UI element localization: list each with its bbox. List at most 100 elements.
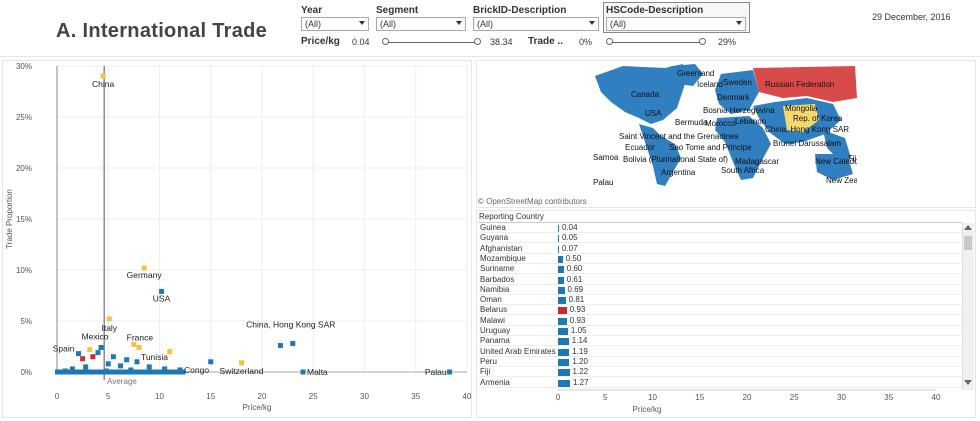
price-value: 1.19 xyxy=(572,346,588,356)
trade-slider-max-handle[interactable] xyxy=(699,38,706,45)
price-value: 0.05 xyxy=(562,233,578,243)
price-bar xyxy=(558,369,570,377)
table-row[interactable]: Mozambique xyxy=(478,254,962,264)
table-row[interactable]: Panama xyxy=(478,336,962,347)
data-point xyxy=(76,351,82,357)
table-row[interactable]: Belarus xyxy=(478,305,962,316)
country-name: Belarus xyxy=(480,305,508,315)
price-value: 0.81 xyxy=(568,295,585,305)
scatter-plot[interactable]: 0% 5% 10% 15% 20% 25% 30% 0 5 10 15 20 25 30 35 40 Avera… xyxy=(0,58,475,420)
data-point xyxy=(447,369,453,375)
price-slider-label: Price/kg xyxy=(301,36,340,47)
table-row[interactable]: Fiji xyxy=(478,367,962,378)
year-filter-value: (All) xyxy=(305,19,321,29)
table-scrollbar-thumb[interactable] xyxy=(964,236,972,250)
point-label: Tunisia xyxy=(141,352,168,362)
data-point xyxy=(300,369,306,375)
scroll-up-icon[interactable] xyxy=(964,225,972,230)
map-label: Greenland xyxy=(677,69,715,78)
scroll-down-icon[interactable] xyxy=(964,380,972,385)
point-label: France xyxy=(127,332,154,342)
table-x-axis: 0 5 10 15 20 25 30 35 40 Price/kg xyxy=(556,389,941,414)
table-row[interactable]: Guyana xyxy=(478,233,962,244)
country-name: Oman xyxy=(480,295,502,305)
x-tick-label: 25 xyxy=(309,392,318,401)
year-filter-select[interactable]: (All) xyxy=(301,17,369,31)
country-name: Panama xyxy=(480,336,510,346)
table-header: Reporting Country xyxy=(479,212,544,221)
table-row[interactable]: Barbados xyxy=(478,275,962,285)
table-row[interactable]: Uruguay xyxy=(478,326,962,336)
table-row[interactable]: Afghanistan xyxy=(478,244,962,254)
data-point xyxy=(208,359,214,365)
y-tick-label: 10% xyxy=(16,266,32,275)
point-label: Germany xyxy=(127,270,163,280)
russia-shape xyxy=(753,66,857,102)
table-row[interactable]: Malawi xyxy=(478,316,962,326)
map-label: Bolivia (Plurinational State of) xyxy=(623,155,728,164)
price-bar xyxy=(558,379,570,387)
price-slider-min-handle[interactable] xyxy=(382,38,389,45)
chevron-down-icon xyxy=(589,21,595,25)
table-row[interactable]: United Arab Emirates xyxy=(478,347,962,357)
country-name: Suriname xyxy=(480,264,515,274)
map-label: New Caledonia xyxy=(815,157,857,166)
table-row[interactable]: Peru xyxy=(478,357,962,367)
price-slider-max-handle[interactable] xyxy=(474,38,481,45)
table-x-tick-label: 15 xyxy=(695,393,704,402)
country-table-panel xyxy=(476,210,976,418)
table-row[interactable]: Guinea xyxy=(478,223,962,233)
data-point xyxy=(110,354,116,360)
country-name: Uruguay xyxy=(480,326,511,335)
x-tick-label: 0 xyxy=(55,392,60,401)
data-point xyxy=(83,364,89,370)
brick-filter-select[interactable]: (All) xyxy=(473,17,599,31)
country-name: Barbados xyxy=(480,274,515,284)
price-value: 0.93 xyxy=(569,305,586,315)
africa-shape xyxy=(715,116,771,180)
table-x-tick-label: 25 xyxy=(790,393,799,402)
map-label: Lebanon xyxy=(735,117,767,126)
segment-filter-value: (All) xyxy=(380,19,396,29)
x-tick-label: 10 xyxy=(155,392,164,401)
europe-shape xyxy=(715,70,759,114)
chevron-down-icon xyxy=(736,21,742,25)
trade-slider-track[interactable] xyxy=(610,42,703,43)
table-scrollbar[interactable] xyxy=(962,223,974,390)
country-name: Afghanistan xyxy=(480,243,523,253)
y-tick-label: 20% xyxy=(16,164,32,173)
country-name: Malawi xyxy=(480,315,505,325)
table-row[interactable]: Namibia xyxy=(478,285,962,295)
segment-filter-select[interactable]: (All) xyxy=(376,17,466,31)
table-x-tick-label: 0 xyxy=(556,393,561,402)
header-divider xyxy=(0,56,980,57)
trade-slider-min-handle[interactable] xyxy=(606,38,613,45)
map-label: Bermuda xyxy=(675,118,708,127)
price-slider-track[interactable] xyxy=(385,42,478,43)
report-date: 29 December, 2016 xyxy=(872,12,951,22)
data-point xyxy=(90,354,96,360)
map-label: Morocco xyxy=(705,119,736,128)
table-x-tick-label: 10 xyxy=(648,393,657,402)
country-name: Peru xyxy=(480,356,497,366)
country-name: Fiji xyxy=(480,367,491,377)
y-tick-label: 0% xyxy=(20,368,32,377)
data-point xyxy=(167,349,173,355)
data-point xyxy=(154,369,160,375)
world-map[interactable] xyxy=(593,62,857,187)
price-value: 0.69 xyxy=(567,284,584,294)
price-bar xyxy=(558,328,568,335)
map-labels: Greenland Iceland Sweden Russian Federation… xyxy=(593,62,857,187)
country-name: Namibia xyxy=(480,284,510,294)
hscode-filter-select[interactable]: (All) xyxy=(606,17,746,31)
x-tick-label: 35 xyxy=(411,392,420,401)
map-label: Sweden xyxy=(723,78,752,87)
table-row[interactable]: Suriname xyxy=(478,264,962,275)
y-tick-label: 5% xyxy=(20,317,32,326)
price-bar xyxy=(558,266,564,274)
table-x-axis-title: Price/kg xyxy=(633,405,662,414)
table-header-divider xyxy=(478,222,962,223)
map-label: Sao Tome and Principe xyxy=(669,143,752,152)
table-row[interactable]: Oman xyxy=(478,295,962,306)
table-row[interactable]: Armenia xyxy=(478,378,962,388)
